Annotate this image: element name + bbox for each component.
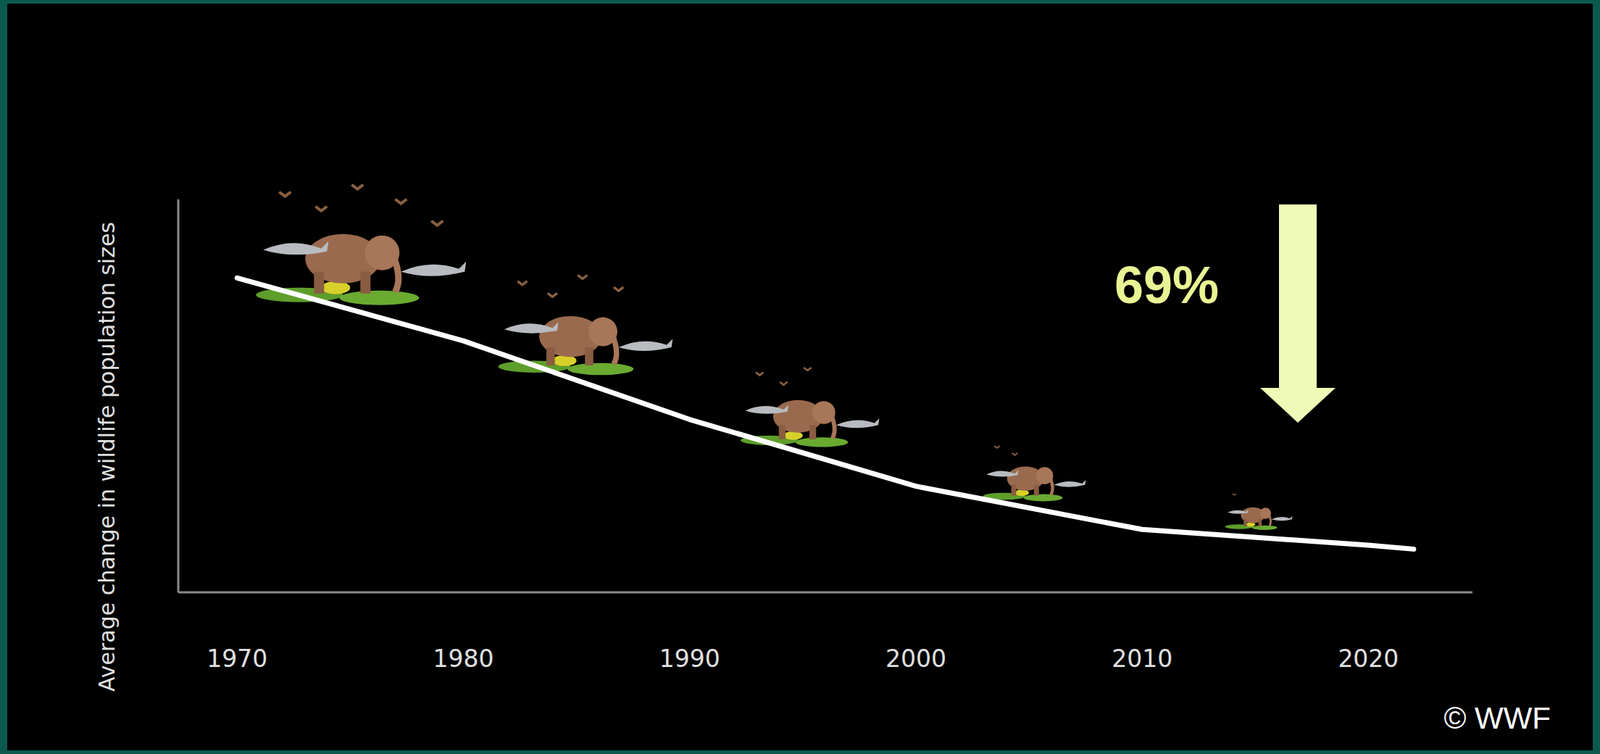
- x-tick-label: 1970: [206, 644, 268, 673]
- elephant-icon: [584, 347, 594, 366]
- shark-icon: [263, 241, 329, 256]
- arrow-shaft: [1278, 204, 1317, 389]
- x-tick-label: 1990: [659, 644, 721, 673]
- bird-icon: [278, 192, 291, 197]
- elephant-icon: [1011, 484, 1017, 496]
- shark-icon: [986, 469, 1019, 477]
- elephant-icon: [831, 415, 835, 439]
- animal-group: [1225, 493, 1293, 530]
- bird-icon: [394, 199, 407, 204]
- bird-icon: [351, 184, 364, 190]
- elephant-icon: [809, 424, 816, 440]
- x-axis: [178, 591, 1473, 594]
- bird-icon: [431, 221, 443, 226]
- x-tick-label: 2000: [885, 644, 947, 673]
- chart-svg: 1970 1980 1990 2000 2010 2020 Average change i…: [0, 0, 1600, 754]
- shark-icon: [400, 261, 466, 277]
- credit: © WWF: [1443, 700, 1551, 735]
- shark-icon: [1271, 515, 1293, 521]
- bird-icon: [547, 292, 558, 297]
- animal-group: [740, 367, 879, 448]
- x-tick-label: 2010: [1111, 644, 1173, 673]
- elephant-icon: [313, 271, 324, 294]
- bird-icon: [1232, 493, 1237, 495]
- x-tick-label: 2020: [1337, 644, 1399, 673]
- animal-icons: [255, 184, 1293, 530]
- elephant-icon: [360, 271, 371, 294]
- bird-icon: [613, 286, 624, 291]
- elephant-icon: [1268, 514, 1271, 526]
- shark-icon: [1227, 509, 1249, 514]
- frog-icon: [1251, 525, 1277, 530]
- chart-root: 1970 1980 1990 2000 2010 2020 Average change i…: [0, 0, 1600, 754]
- plot-area: [236, 277, 1414, 549]
- arrow-head: [1260, 387, 1336, 423]
- data-line: [236, 277, 1414, 549]
- x-tick-label: 1980: [432, 644, 494, 673]
- shark-icon: [745, 404, 789, 414]
- animal-group: [982, 445, 1086, 501]
- shark-icon: [504, 321, 559, 333]
- background: [7, 3, 1593, 750]
- elephant-icon: [1258, 518, 1262, 527]
- bird-icon: [994, 445, 1000, 448]
- frog-icon: [339, 290, 419, 306]
- frog-icon: [567, 363, 634, 376]
- elephant-icon: [778, 424, 786, 440]
- bird-icon: [779, 381, 788, 385]
- bird-icon: [315, 206, 327, 211]
- bird-icon: [1011, 452, 1018, 456]
- bird-icon: [803, 367, 812, 371]
- decline-arrow: [1260, 204, 1336, 423]
- elephant-icon: [1243, 518, 1247, 527]
- bird-icon: [577, 275, 587, 279]
- y-axis: [177, 199, 180, 593]
- bird-icon: [517, 281, 527, 285]
- elephant-icon: [546, 347, 556, 366]
- elephant-icon: [393, 257, 399, 293]
- frog-icon: [1023, 494, 1064, 502]
- shark-icon: [836, 418, 879, 428]
- frame: [0, 0, 1600, 754]
- frog-icon: [795, 436, 849, 447]
- y-axis-title: Average change in wildlife population si…: [94, 221, 120, 692]
- shark-icon: [1053, 479, 1086, 487]
- shark-icon: [618, 339, 674, 352]
- annotation: 69%: [1114, 255, 1219, 314]
- bird-icon: [755, 372, 764, 376]
- elephant-icon: [612, 335, 616, 365]
- animal-group: [255, 184, 466, 306]
- elephant-icon: [1050, 477, 1053, 495]
- elephant-icon: [1034, 484, 1040, 496]
